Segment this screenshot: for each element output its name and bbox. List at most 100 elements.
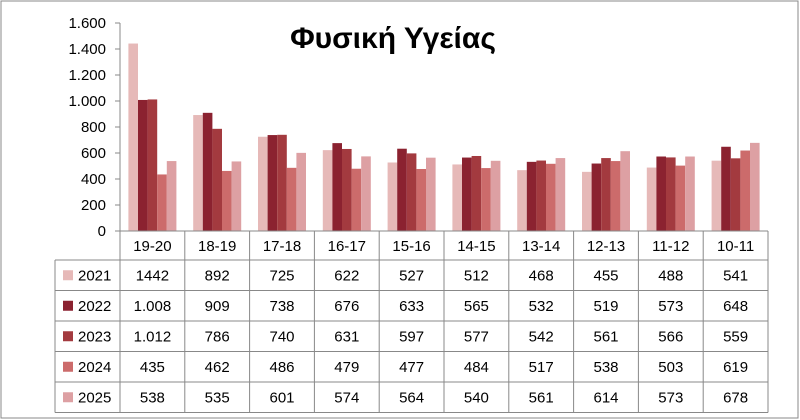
bar-2023-13-14 <box>536 160 546 231</box>
legend-swatch-2022 <box>63 300 73 311</box>
legend-swatch-2024 <box>63 361 73 372</box>
data-label: 488 <box>658 267 683 284</box>
bar-2025-13-14 <box>555 158 566 231</box>
bar-2024-13-14 <box>546 163 556 231</box>
data-label: 574 <box>334 389 359 406</box>
data-label: 786 <box>205 328 230 345</box>
x-tick-label: 13-14 <box>522 238 560 255</box>
y-tick-label: 1.400 <box>68 41 106 58</box>
data-label: 519 <box>593 298 618 315</box>
x-tick-label: 12-13 <box>587 238 625 255</box>
data-table: 19-20 18-19 17-18 16-17 15-16 14-15 13-14 12-13… <box>54 230 769 413</box>
bar-2025-11-12 <box>685 156 695 231</box>
bar-2022-16-17 <box>332 143 342 231</box>
data-label: 435 <box>140 359 165 376</box>
x-tick-label: 14-15 <box>457 238 495 255</box>
legend-swatch-2023 <box>63 331 73 342</box>
data-label: 1.012 <box>134 328 172 345</box>
bar-2024-17-18 <box>286 167 297 231</box>
data-label: 540 <box>464 389 489 406</box>
legend-swatch-2025 <box>63 392 73 403</box>
data-label: 477 <box>399 359 424 376</box>
bar-2021-19-20 <box>128 43 138 231</box>
legend-label-2024: 2024 <box>78 359 111 376</box>
bar-2023-17-18 <box>277 134 287 231</box>
chart-title: Φυσική Υγείας <box>290 22 496 55</box>
bar-2023-10-11 <box>730 158 741 231</box>
bar-2023-12-13 <box>601 158 611 231</box>
data-label: 573 <box>658 389 683 406</box>
bar-2024-11-12 <box>675 165 686 231</box>
data-label: 486 <box>269 359 294 376</box>
data-label: 601 <box>269 389 294 406</box>
data-label: 517 <box>529 359 554 376</box>
bar-2021-13-14 <box>517 170 527 231</box>
x-tick-label: 19-20 <box>133 238 171 255</box>
data-label: 455 <box>593 267 618 284</box>
bar-2025-10-11 <box>750 142 760 231</box>
bar-2023-19-20 <box>147 99 158 231</box>
data-label: 538 <box>593 359 618 376</box>
bar-2021-18-19 <box>193 115 203 231</box>
data-label: 559 <box>723 328 748 345</box>
data-label: 468 <box>529 267 554 284</box>
legend-swatch-2021 <box>63 270 73 281</box>
legend-label-2022: 2022 <box>78 298 111 315</box>
data-label: 535 <box>205 389 230 406</box>
data-label: 566 <box>658 328 683 345</box>
x-tick-label: 18-19 <box>198 238 236 255</box>
bar-2023-16-17 <box>342 148 352 231</box>
legend-label-2025: 2025 <box>78 389 111 406</box>
data-label: 648 <box>723 298 748 315</box>
data-label: 484 <box>464 359 489 376</box>
data-label: 512 <box>464 267 489 284</box>
y-tick-label: 800 <box>81 119 106 136</box>
bar-2022-18-19 <box>202 112 213 231</box>
data-label: 1442 <box>136 267 169 284</box>
bar-2021-17-18 <box>258 136 268 231</box>
bar-2021-12-13 <box>582 171 592 231</box>
data-label: 542 <box>529 328 554 345</box>
data-label: 622 <box>334 267 359 284</box>
bar-2021-14-15 <box>452 164 462 231</box>
y-tick-label: 1.200 <box>68 67 106 84</box>
bar-2023-18-19 <box>212 128 222 231</box>
bar-2024-16-17 <box>351 168 362 231</box>
data-label: 738 <box>269 298 294 315</box>
x-tick-label: 10-11 <box>717 238 754 255</box>
bar-2024-10-11 <box>740 150 750 231</box>
data-label: 597 <box>399 328 424 345</box>
data-label: 678 <box>723 389 748 406</box>
bar-2022-15-16 <box>397 148 407 231</box>
data-label: 631 <box>334 328 359 345</box>
bar-2021-10-11 <box>711 160 722 231</box>
data-label: 561 <box>529 389 554 406</box>
y-tick-label: 400 <box>81 171 106 188</box>
x-tick-label: 11-12 <box>652 238 689 255</box>
bar-2024-14-15 <box>481 168 491 231</box>
legend-label-2021: 2021 <box>78 267 111 284</box>
data-label: 479 <box>334 359 359 376</box>
data-label: 527 <box>399 267 424 284</box>
bar-2023-11-12 <box>666 157 676 231</box>
bar-2025-19-20 <box>166 161 177 231</box>
bar-2025-14-15 <box>490 160 501 231</box>
y-tick-label: 1.600 <box>68 15 106 32</box>
bar-2025-17-18 <box>296 152 306 231</box>
data-label: 503 <box>658 359 683 376</box>
bar-2024-19-20 <box>157 174 167 231</box>
data-label: 676 <box>334 298 359 315</box>
bar-2024-18-19 <box>222 170 232 231</box>
bar-2025-15-16 <box>426 157 436 231</box>
data-label: 1.008 <box>134 298 172 315</box>
data-label: 614 <box>593 389 618 406</box>
data-label: 892 <box>205 267 230 284</box>
data-label: 538 <box>140 389 165 406</box>
data-label: 564 <box>399 389 424 406</box>
y-tick-label: 0 <box>98 223 106 240</box>
data-label: 577 <box>464 328 489 345</box>
bar-2022-19-20 <box>138 99 148 232</box>
bar-2022-12-13 <box>591 163 602 231</box>
bar-2022-17-18 <box>267 135 278 231</box>
